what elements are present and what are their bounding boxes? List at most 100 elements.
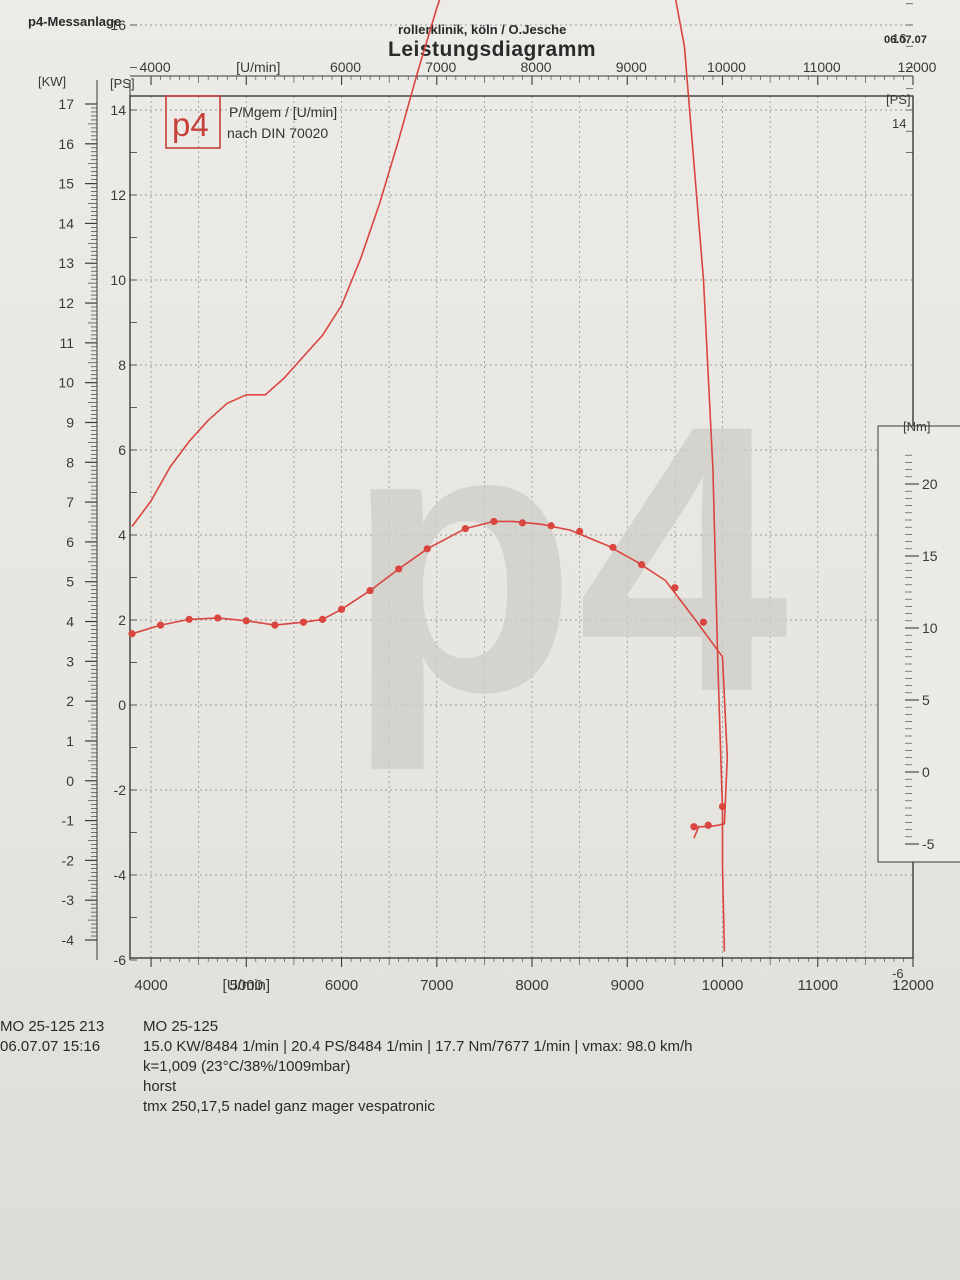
ps-right-tick-label: 16: [892, 31, 906, 46]
kw-tick-label: 16: [58, 136, 74, 152]
torque-marker: [490, 517, 498, 526]
torque-marker: [718, 802, 727, 811]
torque-marker: [242, 617, 250, 625]
kw-tick-label: -2: [62, 852, 75, 868]
series-layer: [128, 0, 729, 952]
rpm-top-unit-label: [U/min]: [236, 59, 280, 75]
ps-tick-label: 6: [118, 442, 126, 458]
kw-tick-label: -1: [62, 813, 75, 829]
correction-factor: k=1,009 (23°C/38%/1009mbar): [143, 1058, 351, 1075]
ps-right-tick-label: -6: [892, 966, 904, 981]
rpm-axis: 4000 5000 6000 7000 8000 9000 10000 11000 12000 […: [134, 59, 936, 994]
kw-tick-label: 17: [58, 96, 74, 112]
kw-tick-label: 4: [66, 614, 74, 630]
kw-tick-label: -4: [62, 932, 75, 948]
ps-tick-label: 14: [110, 102, 126, 118]
kw-tick-label: 7: [66, 494, 74, 510]
shop-name: rollerklinik, köln / O.Jesche: [398, 22, 567, 37]
p4-logo: p4: [165, 95, 221, 149]
kw-tick-label: 15: [58, 176, 74, 192]
torque-marker: [576, 527, 584, 536]
kw-tick-label: 9: [66, 414, 74, 430]
torque-marker: [156, 621, 165, 629]
ps-tick-label: -4: [114, 867, 127, 883]
nm-panel-box: [877, 425, 960, 863]
nm-tick-label: -5: [922, 836, 935, 852]
rpm-top-tick-label: 8000: [520, 59, 551, 75]
ps-right-axis-label: [PS]: [886, 92, 911, 107]
kw-tick-label: 3: [66, 653, 74, 669]
rpm-tick-label: 11000: [797, 977, 838, 994]
ps-tick-label: -2: [114, 782, 127, 798]
nm-axis-label: [Nm]: [903, 419, 930, 434]
rpm-top-tick-label: 7000: [425, 59, 456, 75]
nm-axis-panel: [Nm] -5 0 5 10 15 20: [877, 419, 960, 863]
rpm-top-tick-label: 6000: [330, 59, 361, 75]
ps-tick-label: 4: [118, 527, 126, 543]
customer-name: horst: [143, 1078, 177, 1095]
kw-tick-label: 11: [59, 335, 74, 351]
torque-marker: [395, 565, 403, 573]
ps-tick-label: 8: [118, 357, 126, 373]
run-datetime: 06.07.07 15:16: [0, 1038, 101, 1055]
torque-marker: [609, 543, 617, 551]
rpm-tick-label: 9000: [611, 977, 644, 994]
torque-marker: [423, 545, 431, 553]
torque-marker: [318, 615, 327, 623]
kw-tick-label: -3: [62, 892, 75, 908]
rpm-top-tick-label: 9000: [616, 59, 647, 75]
nm-tick-label: 20: [922, 476, 938, 492]
torque-marker: [547, 522, 555, 530]
torque-marker: [337, 605, 346, 613]
legend-line-2: nach DIN 70020: [227, 125, 328, 141]
rpm-tick-label: 5000: [230, 977, 263, 994]
nm-tick-label: 0: [922, 764, 930, 780]
ps-tick-label: 2: [118, 612, 126, 628]
torque-marker: [518, 519, 527, 527]
torque-marker: [699, 618, 708, 626]
rpm-tick-label: 12000: [892, 977, 934, 994]
kw-tick-label: 0: [66, 773, 74, 789]
kw-axis-label: [KW]: [38, 74, 66, 89]
system-name: p4-Messanlage: [28, 14, 122, 29]
torque-marker: [128, 630, 136, 638]
ps-axis: [PS]-6-4-20246810121416182022: [110, 17, 137, 968]
ps-tick-label: 12: [110, 187, 126, 203]
kw-tick-label: 10: [58, 375, 74, 391]
print-date: 06.07.07: [884, 34, 927, 46]
torque-marker: [690, 823, 698, 831]
torque-curve: [131, 520, 729, 839]
ps-right-tick-label: 14: [892, 116, 906, 131]
rpm-tick-label: 4000: [134, 977, 167, 994]
rpm-top-tick-label: 10000: [707, 59, 746, 75]
p4-watermark: p4: [345, 346, 791, 773]
rpm-tick-label: 6000: [325, 977, 358, 994]
rpm-tick-label: 8000: [515, 977, 548, 994]
run-id: MO 25-125 213: [0, 1018, 105, 1035]
nm-tick-label: 5: [922, 692, 930, 708]
nm-tick-label: 15: [922, 548, 938, 564]
setup-notes: tmx 250,17,5 nadel ganz mager vespatroni…: [143, 1098, 435, 1115]
torque-marker: [671, 584, 679, 592]
chart-grid: [130, 24, 913, 958]
watermark-text: p4: [345, 346, 791, 773]
nm-tick-label: 10: [922, 620, 938, 636]
chart-title: Leistungsdiagramm: [388, 38, 597, 61]
rpm-unit-label: [U/min]: [223, 977, 271, 994]
kw-tick-label: 14: [58, 215, 74, 231]
torque-marker: [214, 614, 222, 622]
kw-tick-label: 5: [66, 574, 74, 590]
torque-marker: [366, 586, 374, 595]
kw-tick-label: 13: [58, 255, 74, 271]
peak-results: 15.0 KW/8484 1/min | 20.4 PS/8484 1/min …: [143, 1038, 693, 1055]
rpm-tick-label: 10000: [702, 977, 744, 994]
ps-tick-label: 16: [110, 17, 126, 33]
logo-text: p4: [172, 106, 209, 143]
torque-marker: [704, 821, 712, 829]
rpm-top-tick-label: 12000: [898, 59, 937, 75]
kw-tick-label: 1: [66, 733, 74, 749]
kw-tick-label: 6: [66, 534, 74, 550]
rpm-top-tick-label: 11000: [803, 59, 841, 75]
